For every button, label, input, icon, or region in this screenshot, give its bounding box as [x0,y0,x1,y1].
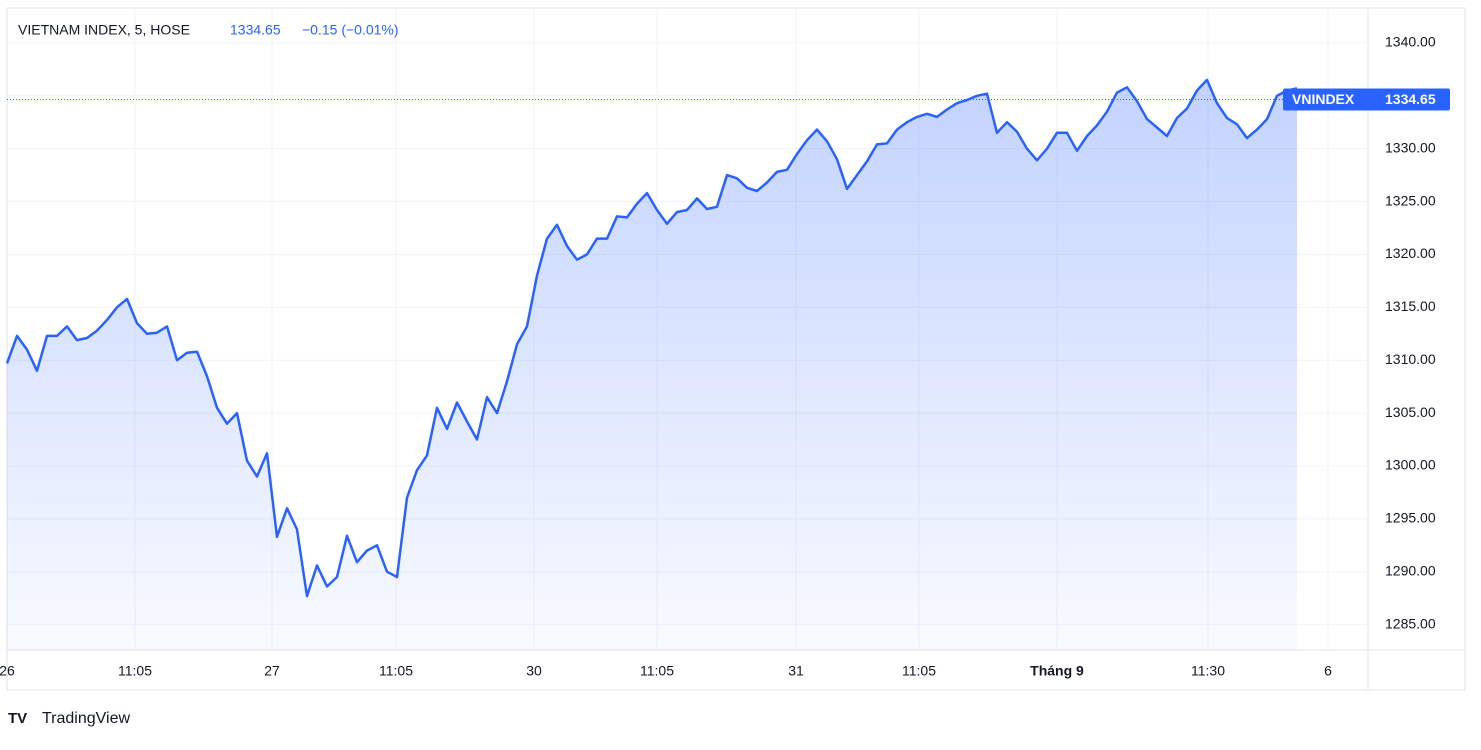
area [7,79,1297,650]
x-tick-label: 27 [264,663,280,679]
y-tick-label: 1325.00 [1385,192,1436,208]
price-tag-value: 1334.65 [1385,91,1436,107]
chart-title: VIETNAM INDEX, 5, HOSE [18,22,190,38]
price-tag [1283,88,1450,111]
y-tick-label: 1290.00 [1385,562,1436,578]
x-tick-label: 6 [1324,663,1332,679]
x-tick-label: 11:05 [118,663,152,679]
frame [6,7,1466,691]
x-tick-label: 11:05 [640,663,674,679]
x-tick-label: 31 [788,663,804,679]
y-tick-label: 1320.00 [1385,245,1436,261]
y-tick-label: 1285.00 [1385,615,1436,631]
y-tick-label: 1340.00 [1385,34,1436,50]
branding: TradingView [42,710,130,727]
x-tick-label: 11:05 [379,663,413,679]
price-tag-symbol: VNINDEX [1292,91,1355,107]
y-tick-label: 1305.00 [1385,404,1436,420]
y-tick-label: 1300.00 [1385,457,1436,473]
x-tick-label: Tháng 9 [1030,663,1084,679]
logo-mark: TV [8,710,27,727]
y-tick-label: 1310.00 [1385,351,1436,367]
y-tick-label: 1330.00 [1385,139,1436,155]
y-tick-label: 1295.00 [1385,510,1436,526]
x-tick-label: 26 [0,663,15,679]
last-price: 1334.65 [230,22,281,38]
x-tick-label: 11:05 [902,663,936,679]
x-tick-label: 30 [526,663,542,679]
price-line [5,78,1298,598]
price-change: −0.15 (−0.01%) [302,22,399,38]
y-tick-label: 1315.00 [1385,298,1436,314]
x-tick-label: 11:30 [1191,663,1225,679]
